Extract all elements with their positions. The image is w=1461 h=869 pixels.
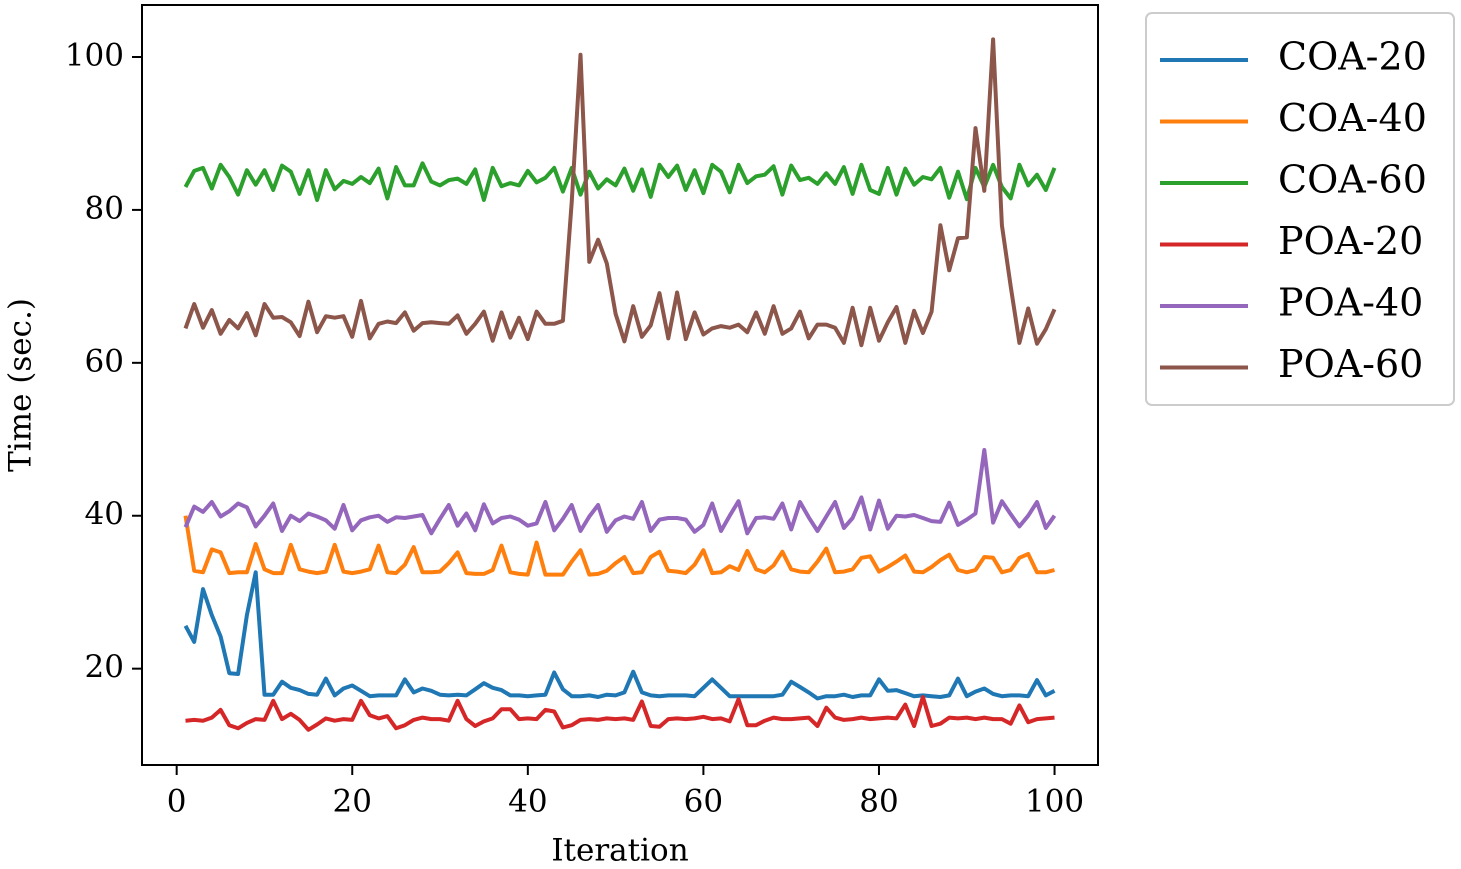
- x-tick-label: 60: [684, 784, 723, 820]
- legend-label: POA-60: [1278, 342, 1423, 386]
- legend-label: POA-40: [1278, 281, 1423, 325]
- y-axis-label: Time (sec.): [3, 298, 39, 472]
- x-tick-label: 0: [167, 784, 187, 820]
- series-line: [185, 695, 1055, 732]
- y-tick-label: 60: [85, 343, 124, 379]
- y-tick-label: 100: [65, 37, 124, 73]
- legend-label: COA-20: [1278, 35, 1427, 79]
- y-tick-label: 20: [85, 649, 124, 685]
- series-line: [183, 448, 1057, 536]
- y-tick-label: 80: [85, 190, 124, 226]
- legend-label: POA-20: [1278, 219, 1423, 263]
- plot-frame: [141, 4, 1099, 766]
- legend-label: COA-60: [1278, 158, 1427, 202]
- x-tick-label: 20: [333, 784, 372, 820]
- series-line: [183, 37, 1057, 348]
- series-line: [183, 515, 1056, 577]
- series-line: [183, 161, 1057, 202]
- x-tick-label: 40: [508, 784, 547, 820]
- legend-label: COA-40: [1278, 96, 1427, 140]
- y-tick-label: 40: [85, 496, 124, 532]
- series-line: [183, 570, 1056, 701]
- x-axis-label: Iteration: [551, 833, 688, 869]
- x-tick-label: 80: [859, 784, 898, 820]
- x-tick-label: 100: [1025, 784, 1084, 820]
